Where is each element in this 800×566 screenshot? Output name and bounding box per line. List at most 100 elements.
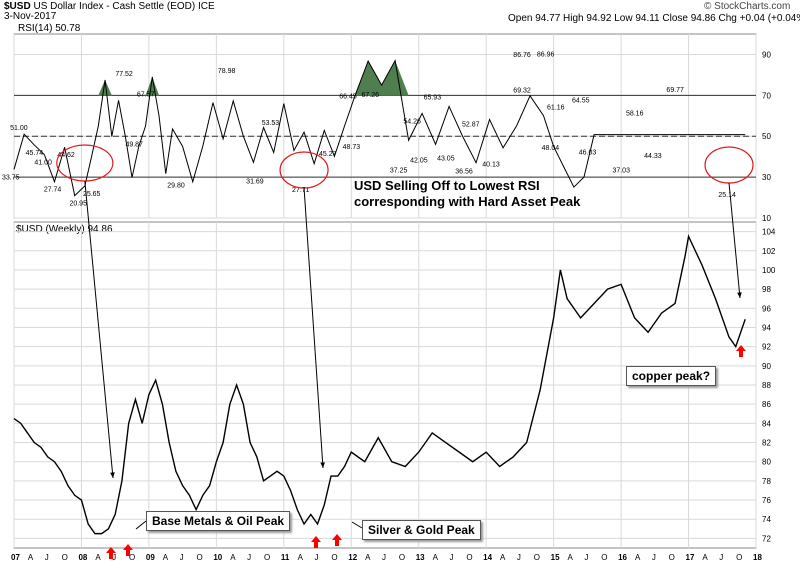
peak-up-arrow — [332, 534, 342, 546]
rsi-data-label: 48.73 — [343, 144, 361, 151]
highlight-circle — [279, 151, 329, 189]
price-tick-label: 98 — [762, 285, 771, 294]
connector-arrow-2011-head — [320, 462, 325, 468]
rsi-tick-label: 30 — [762, 173, 771, 182]
x-tick-label: J — [652, 553, 656, 562]
x-tick-label: 09 — [146, 553, 155, 562]
x-tick-label: 10 — [213, 553, 222, 562]
rsi-series-line — [13, 59, 746, 197]
callout-base-metals: Base Metals & Oil Peak — [146, 511, 291, 531]
rsi-data-label: 36.56 — [455, 169, 473, 176]
x-tick-label: 12 — [348, 553, 357, 562]
rsi-data-label: 31.69 — [246, 179, 264, 186]
x-tick-label: J — [584, 553, 588, 562]
x-tick-label: A — [365, 553, 371, 562]
x-tick-label: 14 — [483, 553, 492, 562]
rsi-data-label: 27.71 — [292, 187, 310, 194]
x-tick-label: A — [298, 553, 304, 562]
x-tick-label: 15 — [551, 553, 560, 562]
peak-up-arrow — [123, 544, 133, 556]
x-tick-label: A — [568, 553, 574, 562]
x-tick-label: O — [601, 553, 607, 562]
x-tick-label: O — [669, 553, 675, 562]
rsi-data-label: 86.76 — [513, 52, 531, 59]
callout-silver-gold: Silver & Gold Peak — [362, 520, 481, 540]
x-tick-label: 13 — [416, 553, 425, 562]
exchange: ICE — [197, 1, 215, 12]
x-tick-label: J — [45, 553, 49, 562]
rsi-data-label: 44.62 — [57, 152, 75, 159]
rsi-data-label: 65.93 — [424, 95, 442, 102]
price-tick-label: 102 — [762, 247, 776, 256]
rsi-tick-label: 70 — [762, 91, 771, 100]
connector-arrow-2017 — [728, 182, 741, 299]
chart-date: 3-Nov-2017 — [4, 11, 57, 22]
x-tick-label: 08 — [78, 553, 87, 562]
rsi-data-label: 66.45 — [339, 94, 357, 101]
rsi-data-label: 29.80 — [167, 183, 185, 190]
x-tick-label: O — [264, 553, 270, 562]
x-tick-label: 11 — [281, 553, 290, 562]
ticker-line: $USD US Dollar Index - Cash Settle (EOD)… — [4, 1, 215, 12]
x-tick-label: A — [163, 553, 169, 562]
rsi-data-label: 42.05 — [410, 157, 428, 164]
rsi-tick-label: 50 — [762, 132, 771, 141]
x-tick-label: J — [180, 553, 184, 562]
x-tick-label: 16 — [618, 553, 627, 562]
price-series-line — [13, 234, 746, 535]
x-tick-label: 18 — [753, 553, 762, 562]
price-tick-label: 90 — [762, 362, 771, 371]
callout-leader — [351, 521, 363, 529]
rsi-data-label: 69.77 — [666, 87, 684, 94]
x-tick-label: A — [28, 553, 34, 562]
rsi-data-label: 77.52 — [115, 71, 133, 78]
connector-arrow-2017-head — [737, 292, 742, 298]
rsi-data-label: 69.32 — [513, 88, 531, 95]
rsi-tick-label: 90 — [762, 50, 771, 59]
rsi-data-label: 25.65 — [83, 191, 101, 198]
x-tick-label: J — [247, 553, 251, 562]
price-tick-label: 82 — [762, 439, 771, 448]
rsi-tick-label: 10 — [762, 214, 771, 223]
rsi-data-label: 43.05 — [437, 155, 455, 162]
peak-up-arrow — [311, 536, 321, 548]
x-tick-label: J — [517, 553, 521, 562]
x-tick-label: A — [635, 553, 641, 562]
rsi-data-label: 27.74 — [44, 187, 62, 194]
rsi-data-label: 46.03 — [579, 149, 597, 156]
rsi-data-label: 67.57 — [137, 91, 155, 98]
rsi-data-label: 45.27 — [319, 151, 337, 158]
rsi-data-label: 49.87 — [125, 141, 143, 148]
x-tick-label: O — [62, 553, 68, 562]
x-tick-label: A — [230, 553, 236, 562]
x-tick-label: A — [702, 553, 708, 562]
quote-summary: Open 94.77 High 94.92 Low 94.11 Close 94… — [508, 13, 800, 24]
x-tick-label: J — [112, 553, 116, 562]
price-tick-label: 80 — [762, 458, 771, 467]
rsi-data-label: 33.75 — [2, 174, 20, 181]
price-tick-label: 92 — [762, 343, 771, 352]
x-tick-label: A — [433, 553, 439, 562]
rsi-note-line1: USD Selling Off to Lowest RSI — [354, 178, 540, 193]
rsi-data-label: 54.26 — [403, 119, 421, 126]
price-tick-label: 94 — [762, 323, 771, 332]
x-tick-label: O — [399, 553, 405, 562]
connector-arrow-2008-head — [110, 472, 115, 478]
x-tick-label: O — [331, 553, 337, 562]
connector-arrow-2008 — [84, 180, 114, 479]
rsi-data-label: 20.95 — [69, 201, 87, 208]
ticker-symbol: $USD — [4, 1, 31, 12]
price-tick-label: 88 — [762, 381, 771, 390]
rsi-note-line2: corresponding with Hard Asset Peak — [354, 194, 581, 209]
callout-copper: copper peak? — [626, 366, 717, 386]
rsi-data-label: 61.16 — [547, 104, 565, 111]
price-tick-label: 104 — [762, 228, 776, 237]
x-tick-label: 07 — [11, 553, 20, 562]
rsi-data-label: 37.25 — [390, 167, 408, 174]
x-tick-label: J — [382, 553, 386, 562]
rsi-data-label: 67.26 — [362, 92, 380, 99]
peak-up-arrow — [736, 345, 746, 357]
price-tick-label: 100 — [762, 266, 776, 275]
